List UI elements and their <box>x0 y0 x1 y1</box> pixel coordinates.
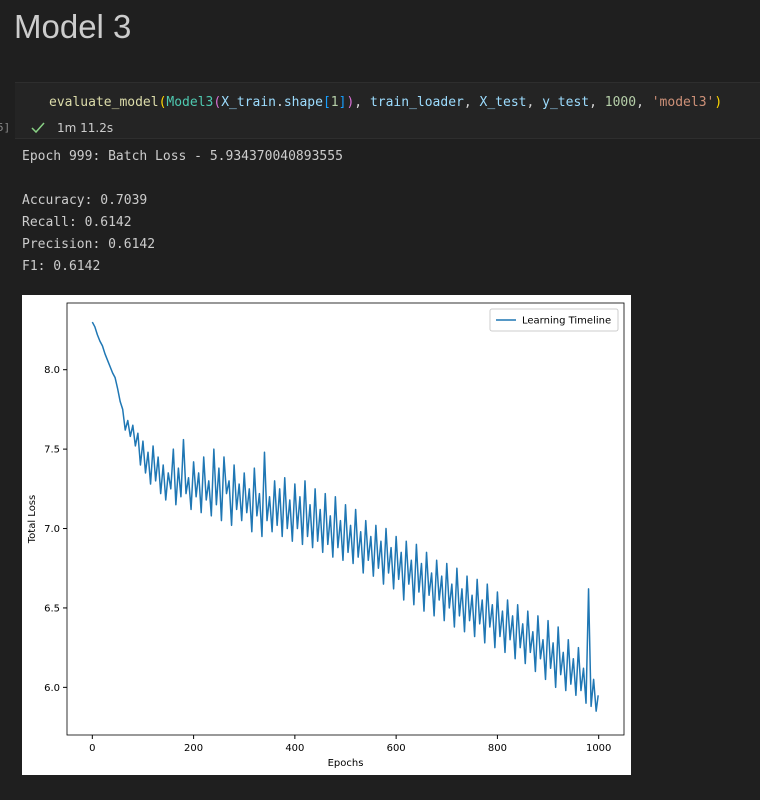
x-tick-label: 0 <box>89 743 95 754</box>
code-token: , <box>463 95 480 110</box>
x-tick-label: 600 <box>387 743 406 754</box>
line-series <box>91 321 599 712</box>
success-icon <box>31 122 45 134</box>
output-line: F1: 0.6142 <box>22 259 101 274</box>
code-token: ] <box>338 95 347 110</box>
plot-frame <box>66 302 625 736</box>
legend-box <box>489 308 619 332</box>
code-token: 1 <box>330 95 339 110</box>
chart-image: 0 200 400 600 800 1000 6.0 6.5 7.0 7.5 8.0 Epochs To… <box>22 295 631 775</box>
output-line: Precision: 0.6142 <box>22 237 156 252</box>
code-token: [ <box>322 95 331 110</box>
code-token: , <box>526 95 543 110</box>
code-token: . <box>276 95 284 110</box>
y-tick-label: 6.5 <box>44 603 60 614</box>
code-token: ( <box>158 95 167 110</box>
y-tick-label: 6.0 <box>44 683 60 694</box>
x-tick-label: 400 <box>285 743 304 754</box>
code-token: Model3 <box>166 95 214 110</box>
output-line: Accuracy: 0.7039 <box>22 193 148 208</box>
code-token: shape <box>283 95 323 110</box>
code-token: 1000 <box>604 95 637 110</box>
output-line: Recall: 0.6142 <box>22 215 132 230</box>
code-token: ( <box>213 95 222 110</box>
x-tick-label: 800 <box>488 743 507 754</box>
code-token: train_loader <box>369 95 464 110</box>
code-token: X_test <box>479 95 527 110</box>
code-token: ) <box>346 95 355 110</box>
y-axis-label: Total Loss <box>27 495 38 544</box>
execution-count: 5] <box>0 121 11 134</box>
code-token: , <box>636 95 652 110</box>
output-line: Epoch 999: Batch Loss - 5.93437004089355… <box>22 149 343 164</box>
y-tick-label: 8.0 <box>44 365 60 376</box>
code-token: , <box>354 95 370 110</box>
code-token: evaluate_model <box>49 95 159 110</box>
x-tick-label: 200 <box>184 743 203 754</box>
code-token: X_train <box>221 95 276 110</box>
code-cell[interactable] <box>15 82 760 139</box>
code-line[interactable]: evaluate_model(Model3(X_train.shape[1]),… <box>49 95 722 110</box>
legend-label: Learning Timeline <box>522 316 611 327</box>
code-token: , <box>589 95 605 110</box>
code-token: 'model3' <box>651 95 715 110</box>
y-tick-label: 7.5 <box>44 445 60 456</box>
duration: 1m 11.2s <box>57 121 114 135</box>
y-tick-label: 7.0 <box>44 524 60 535</box>
heading: Model 3 <box>14 8 132 45</box>
code-token: y_test <box>542 95 590 110</box>
code-token: ) <box>714 95 723 110</box>
x-tick-label: 1000 <box>586 743 611 754</box>
x-axis-label: Epochs <box>328 758 364 769</box>
chart: 0 200 400 600 800 1000 6.0 6.5 7.0 7.5 8.0 Epochs To… <box>27 302 625 769</box>
